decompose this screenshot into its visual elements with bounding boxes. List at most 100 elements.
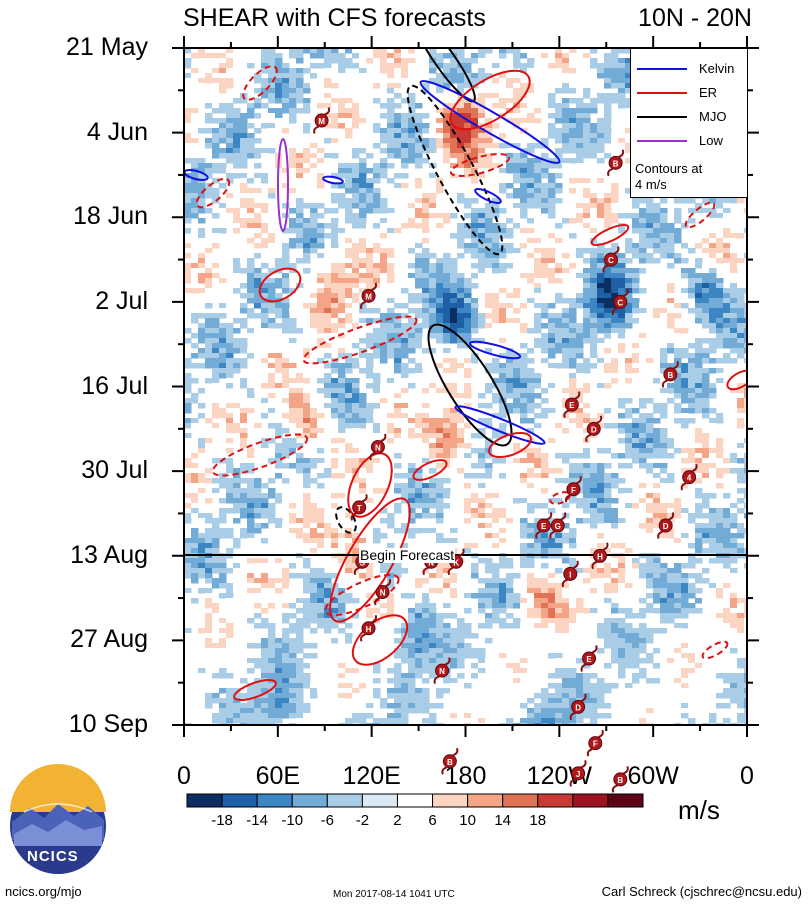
field-cell: [569, 203, 577, 209]
field-cell: [310, 193, 318, 199]
field-cell: [660, 463, 668, 469]
field-cell: [324, 103, 332, 109]
field-cell: [191, 193, 199, 199]
field-cell: [282, 298, 290, 304]
field-cell: [212, 168, 220, 174]
field-cell: [387, 378, 395, 384]
field-cell: [632, 443, 640, 449]
field-cell: [450, 433, 458, 439]
field-cell: [415, 243, 423, 249]
field-cell: [436, 78, 444, 84]
x-tick-label: 120E: [342, 762, 401, 790]
field-cell: [723, 218, 731, 224]
field-cell: [688, 378, 696, 384]
field-cell: [478, 318, 486, 324]
field-cell: [296, 428, 304, 434]
field-cell: [394, 318, 402, 324]
y-tick-label: 27 Aug: [70, 625, 148, 654]
field-cell: [555, 263, 563, 269]
field-cell: [688, 273, 696, 279]
field-cell: [485, 338, 493, 344]
field-cell: [730, 198, 738, 204]
field-cell: [597, 263, 605, 269]
field-cell: [212, 378, 220, 384]
field-cell: [541, 238, 549, 244]
field-cell: [289, 408, 297, 414]
field-cell: [478, 73, 486, 79]
field-cell: [527, 168, 535, 174]
field-cell: [569, 293, 577, 299]
field-cell: [429, 408, 437, 414]
field-cell: [310, 158, 318, 164]
field-cell: [576, 463, 584, 469]
field-cell: [387, 303, 395, 309]
field-cell: [716, 313, 724, 319]
field-cell: [226, 238, 234, 244]
field-cell: [310, 183, 318, 189]
field-cell: [667, 453, 675, 459]
field-cell: [534, 268, 542, 274]
field-cell: [331, 278, 339, 284]
field-cell: [527, 373, 535, 379]
field-cell: [282, 73, 290, 79]
field-cell: [324, 378, 332, 384]
field-cell: [296, 298, 304, 304]
field-cell: [583, 113, 591, 119]
field-cell: [254, 403, 262, 409]
field-cell: [345, 463, 353, 469]
field-cell: [583, 223, 591, 229]
field-cell: [429, 313, 437, 319]
field-cell: [737, 318, 745, 324]
field-cell: [730, 398, 738, 404]
field-cell: [583, 453, 591, 459]
field-cell: [247, 283, 255, 289]
field-cell: [492, 393, 500, 399]
field-cell: [254, 163, 262, 169]
field-cell: [310, 248, 318, 254]
field-cell: [562, 63, 570, 69]
field-cell: [303, 258, 311, 264]
field-cell: [450, 93, 458, 99]
field-cell: [695, 208, 703, 214]
field-cell: [555, 243, 563, 249]
field-cell: [499, 143, 507, 149]
field-cell: [282, 288, 290, 294]
field-cell: [555, 403, 563, 409]
field-cell: [562, 453, 570, 459]
field-cell: [429, 143, 437, 149]
field-cell: [226, 428, 234, 434]
field-cell: [366, 178, 374, 184]
field-cell: [240, 98, 248, 104]
field-cell: [345, 313, 353, 319]
field-cell: [492, 378, 500, 384]
field-cell: [548, 388, 556, 394]
field-cell: [387, 418, 395, 424]
field-cell: [569, 388, 577, 394]
field-cell: [597, 298, 605, 304]
field-cell: [254, 278, 262, 284]
field-cell: [464, 288, 472, 294]
field-cell: [646, 253, 654, 259]
field-cell: [450, 153, 458, 159]
field-cell: [450, 458, 458, 464]
field-cell: [646, 333, 654, 339]
field-cell: [240, 383, 248, 389]
field-cell: [548, 328, 556, 334]
field-cell: [492, 198, 500, 204]
field-cell: [198, 323, 206, 329]
field-cell: [604, 108, 612, 114]
field-cell: [744, 343, 747, 349]
field-cell: [716, 243, 724, 249]
field-cell: [359, 68, 367, 74]
field-cell: [289, 343, 297, 349]
field-cell: [471, 298, 479, 304]
field-cell: [562, 343, 570, 349]
field-cell: [366, 423, 374, 429]
field-cell: [492, 303, 500, 309]
field-cell: [723, 458, 731, 464]
field-cell: [254, 368, 262, 374]
field-cell: [254, 198, 262, 204]
field-cell: [457, 238, 465, 244]
field-cell: [716, 258, 724, 264]
field-cell: [401, 343, 409, 349]
